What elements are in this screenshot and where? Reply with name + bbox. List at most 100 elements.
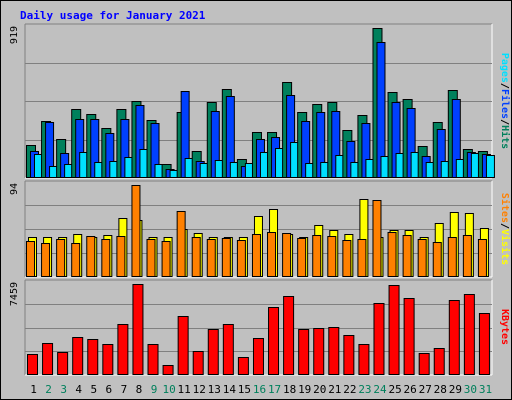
x-tick-label-day-2: 2 xyxy=(45,383,52,396)
bar-sites-day-10 xyxy=(161,241,171,277)
bar-sites-day-31 xyxy=(477,239,487,277)
bar-kbytes-day-25 xyxy=(388,285,400,375)
x-tick-label-day-8: 8 xyxy=(136,383,143,396)
bar-sites-day-5 xyxy=(86,236,96,277)
x-tick-label-day-3: 3 xyxy=(60,383,67,396)
bar-sites-day-11 xyxy=(176,211,186,277)
panel-hits-files-pages-legend: Pages/Files/Hits xyxy=(499,53,511,149)
panel-kbytes: 7459 KBytes xyxy=(9,279,510,376)
panel-kbytes-legend: KBytes xyxy=(499,309,510,345)
bar-sites-day-30 xyxy=(462,235,472,277)
bar-kbytes-day-9 xyxy=(147,344,159,375)
panel-visits-sites: 94 Sites/Visits xyxy=(9,180,511,278)
x-tick-label-day-20: 20 xyxy=(313,383,326,396)
bar-sites-day-17 xyxy=(267,232,277,277)
bar-sites-day-15 xyxy=(236,240,246,277)
panel-visits-sites-legend-separator: / xyxy=(499,223,510,229)
bar-kbytes-day-7 xyxy=(117,324,129,375)
x-tick-label-day-24: 24 xyxy=(373,383,387,396)
bar-kbytes-day-6 xyxy=(102,344,114,375)
panel-kbytes-legend-kbytes: KBytes xyxy=(499,309,510,345)
bar-sites-day-26 xyxy=(402,235,412,277)
x-tick-label-day-25: 25 xyxy=(388,383,401,396)
bar-kbytes-day-31 xyxy=(478,313,490,375)
x-tick-label-day-13: 13 xyxy=(208,383,221,396)
x-tick-label-day-12: 12 xyxy=(193,383,206,396)
panel-hits-files-pages-ymax-label: 919 xyxy=(9,26,20,44)
bar-sites-day-8 xyxy=(131,185,141,277)
panel-visits-sites-legend-visits: Visits xyxy=(499,229,511,265)
x-tick-label-day-19: 19 xyxy=(298,383,311,396)
x-tick-label-day-1: 1 xyxy=(30,383,37,396)
panel-hits-files-pages-legend-hits: Hits xyxy=(499,125,511,149)
bar-sites-day-13 xyxy=(206,239,216,277)
bar-sites-day-7 xyxy=(116,236,126,277)
chart-title: Daily usage for January 2021 xyxy=(20,9,206,22)
x-tick-label-day-23: 23 xyxy=(358,383,371,396)
bar-kbytes-day-24 xyxy=(373,303,385,375)
bar-sites-day-2 xyxy=(41,243,51,277)
bar-kbytes-day-29 xyxy=(448,300,460,375)
x-tick-label-day-29: 29 xyxy=(449,383,462,396)
x-tick-label-day-14: 14 xyxy=(223,383,237,396)
x-tick-label-day-9: 9 xyxy=(151,383,158,396)
bar-sites-day-14 xyxy=(221,238,231,277)
bar-sites-day-21 xyxy=(327,236,337,277)
bar-sites-day-27 xyxy=(417,239,427,277)
bar-kbytes-day-1 xyxy=(27,354,38,375)
x-tick-label-day-10: 10 xyxy=(162,383,175,396)
bar-sites-day-23 xyxy=(357,239,367,277)
x-tick-label-day-27: 27 xyxy=(419,383,432,396)
bar-kbytes-day-10 xyxy=(162,365,174,375)
bar-kbytes-day-12 xyxy=(192,351,204,375)
x-tick-label-day-16: 16 xyxy=(253,383,266,396)
panel-hits-files-pages-legend-separator: / xyxy=(499,83,510,89)
bar-kbytes-day-22 xyxy=(343,335,355,375)
x-tick-label-day-18: 18 xyxy=(283,383,296,396)
x-tick-label-day-22: 22 xyxy=(343,383,356,396)
bar-sites-day-1 xyxy=(26,241,35,277)
x-tick-label-day-26: 26 xyxy=(404,383,417,396)
bar-kbytes-day-20 xyxy=(313,328,325,375)
bar-kbytes-day-4 xyxy=(72,337,84,375)
bar-kbytes-day-23 xyxy=(358,344,370,375)
bar-sites-day-22 xyxy=(342,240,352,277)
bar-sites-day-19 xyxy=(297,238,307,277)
bar-kbytes-day-28 xyxy=(433,348,445,375)
panel-hits-files-pages-legend-pages: Pages xyxy=(499,53,510,83)
x-tick-label-day-11: 11 xyxy=(178,383,191,396)
x-axis-labels: 1 2 3 4 5 6 7 8 9 10 11 12 13 14 15 16 17 18 19 20 21 22 23 24 2… xyxy=(30,383,492,396)
bar-kbytes-day-30 xyxy=(463,294,475,375)
x-tick-label-day-30: 30 xyxy=(464,383,477,396)
x-tick-label-day-5: 5 xyxy=(90,383,97,396)
bar-sites-day-12 xyxy=(191,237,201,277)
bar-kbytes-day-3 xyxy=(57,352,69,375)
bar-sites-day-3 xyxy=(56,239,66,277)
panel-kbytes-ymax-label: 7459 xyxy=(9,282,20,306)
panel-visits-sites-ymax-label: 94 xyxy=(9,183,20,195)
bar-sites-day-4 xyxy=(71,243,81,277)
bar-sites-day-18 xyxy=(282,233,292,277)
x-tick-label-day-15: 15 xyxy=(238,383,251,396)
panel-hits-files-pages-legend-files: Files xyxy=(499,89,511,119)
bar-sites-day-24 xyxy=(372,200,382,277)
bar-kbytes-day-14 xyxy=(222,324,234,375)
x-tick-label-day-31: 31 xyxy=(479,383,492,396)
x-tick-label-day-21: 21 xyxy=(328,383,341,396)
bar-kbytes-day-11 xyxy=(177,316,189,375)
bar-pages-day-31 xyxy=(485,155,495,178)
bar-kbytes-day-26 xyxy=(403,298,415,375)
bar-kbytes-day-8 xyxy=(132,284,144,375)
panel-hits-files-pages-legend-separator: / xyxy=(499,119,510,125)
bar-kbytes-day-13 xyxy=(207,329,219,375)
bar-kbytes-day-18 xyxy=(283,296,295,375)
bar-kbytes-day-27 xyxy=(418,353,430,375)
bar-kbytes-day-19 xyxy=(298,329,310,375)
x-tick-label-day-4: 4 xyxy=(75,383,82,396)
bar-sites-day-28 xyxy=(432,242,442,277)
bar-kbytes-day-17 xyxy=(268,307,280,375)
bar-sites-day-20 xyxy=(312,235,322,277)
x-tick-label-day-28: 28 xyxy=(434,383,447,396)
